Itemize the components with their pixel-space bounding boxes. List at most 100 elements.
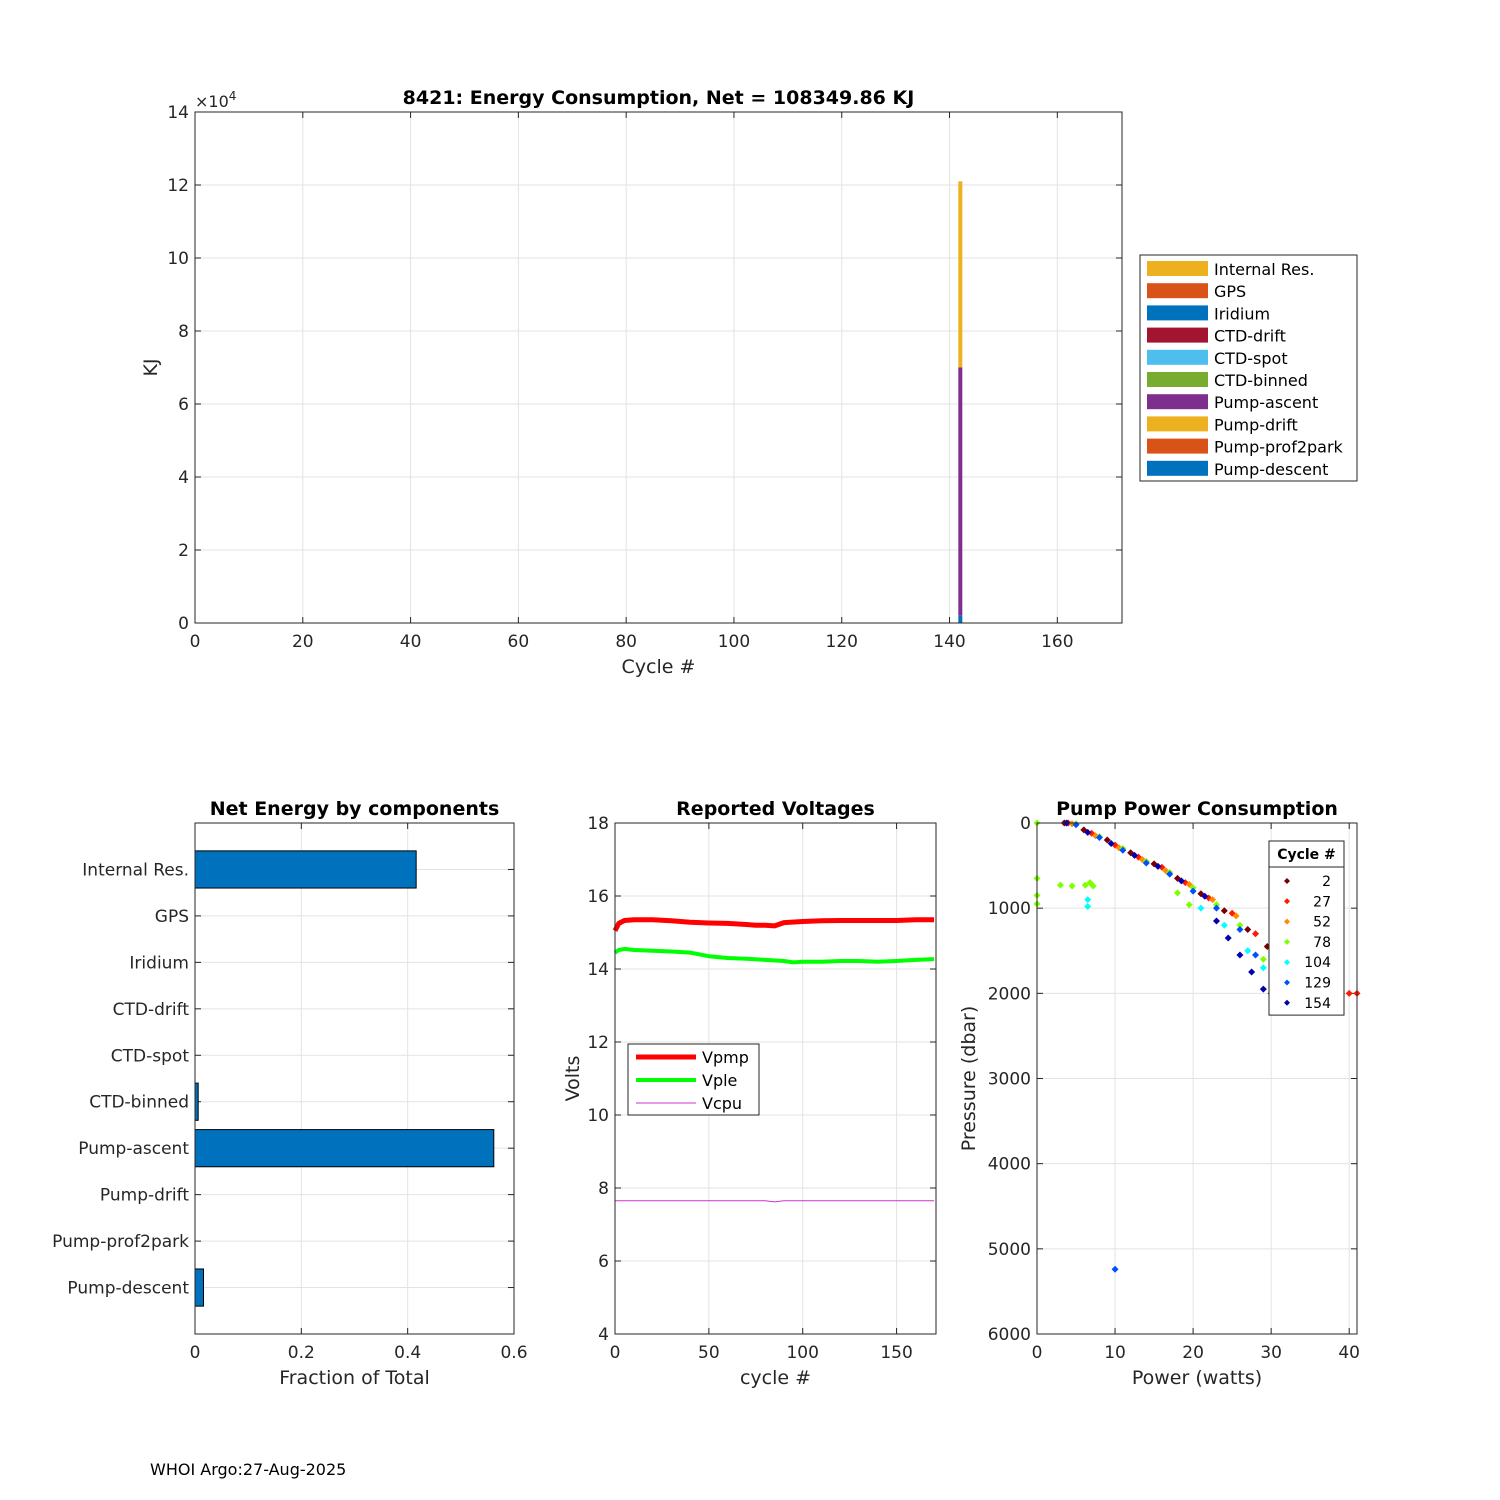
point-cycle-129 [1213,904,1221,912]
y-tick-label: Pump-ascent [78,1139,189,1159]
legend-marker [1284,938,1290,945]
x-tick-label: 0.2 [288,1343,315,1363]
point-cycle-154 [1177,877,1185,885]
energy-legend: Internal Res. GPS Iridium CTD-drift CTD-spot… [1139,254,1358,482]
point-cycle-154 [1201,892,1209,900]
point-cycle-104 [1084,902,1092,910]
bar-segment-pump-ascent [958,367,963,616]
legend-swatch [1147,460,1208,476]
point-cycle-129 [1095,833,1103,841]
legend-box [1268,840,1345,1016]
y-tick-label: CTD-spot [111,1046,190,1066]
x-tick-label: 0 [190,1343,201,1363]
y-tick-label: 4 [598,1325,609,1345]
point-cycle-154 [1131,851,1139,859]
series-line-vpmp [612,917,935,932]
legend-label: CTD-spot [1214,349,1288,368]
x-tick-label: 50 [698,1343,720,1363]
y-tick-label: 0 [1020,814,1031,834]
y-tick-label: 4 [178,468,189,488]
y-tick-label: 2000 [988,984,1031,1004]
legend-marker [1284,999,1290,1006]
y-tick-label: 5000 [988,1240,1031,1260]
chart-title: 8421: Energy Consumption, Net = 108349.8… [403,87,915,109]
x-tick-label: 140 [933,632,965,652]
legend-title: Cycle # [1277,847,1336,863]
point-cycle-154 [1084,828,1092,836]
y-tick-label: Pump-descent [67,1279,189,1299]
x-tick-label: 160 [1041,632,1073,652]
point-cycle-2 [1220,907,1228,915]
legend-swatch [1147,261,1208,276]
x-tick-label: 150 [880,1343,912,1363]
legend-marker [1284,898,1290,905]
y-tick-label: 6 [598,1252,609,1272]
legend-label: 2 [1322,874,1331,890]
x-tick-label: 100 [786,1343,818,1363]
point-cycle-104 [1244,947,1252,955]
y-tick-label: 3000 [988,1070,1031,1090]
chart-title: Reported Voltages [676,798,875,820]
point-cycle-2 [1103,836,1111,844]
y-tick-label: 0 [178,614,189,634]
point-cycle-154 [1259,985,1267,993]
x-tick-label: 60 [508,632,530,652]
legend-label: Pump-drift [1214,415,1298,434]
chart-title: Pump Power Consumption [1056,798,1338,820]
point-cycle-52 [1209,896,1217,904]
x-tick-label: 0.6 [500,1343,527,1363]
legend-label: Vpmp [702,1048,749,1067]
voltage-chart: 0 50 100 150 4 6 8 10 12 14 16 18 Reported Voltages c… [562,798,937,1389]
x-tick-label: 40 [400,632,422,652]
legend-swatch [1147,416,1208,432]
legend-swatch [1147,283,1208,299]
point-cycle-104 [1197,904,1205,912]
y-tick-label: Pump-prof2park [52,1232,189,1252]
y-tick-label: 12 [167,176,189,196]
point-cycle-2 [1244,925,1252,933]
point-cycle-104 [1220,921,1228,929]
point-cycle-154 [1107,839,1115,847]
legend-label: Pump-ascent [1214,393,1318,412]
legend-swatch [1147,305,1208,321]
y-tick-label: Iridium [129,953,189,973]
y-tick-label: 2 [178,541,189,561]
chart-title: Net Energy by components [210,798,500,820]
legend-swatch [1147,394,1208,410]
x-tick-label: 30 [1260,1343,1282,1363]
legend-label: 27 [1313,894,1331,910]
point-cycle-129 [1119,846,1127,854]
legend-label: Internal Res. [1214,260,1314,279]
point-cycle-104 [1084,896,1092,904]
point-cycle-129 [1189,887,1197,895]
point-cycle-154 [1248,968,1256,976]
point-cycle-154 [1154,862,1162,870]
y-tick-label: 12 [587,1033,609,1053]
legend-marker [1284,878,1290,884]
y-tick-label: Pump-drift [100,1186,189,1206]
point-cycle-52 [1232,912,1240,920]
y-axis-label: Volts [562,1056,584,1102]
point-cycle-78 [1068,882,1076,890]
point-cycle-154 [1236,951,1244,959]
plot-area [195,112,1122,623]
y-tick-label: 14 [587,960,609,980]
x-tick-label: 0.4 [394,1343,421,1363]
y-tick-label: CTD-binned [89,1093,189,1113]
point-cycle-78 [1185,901,1193,909]
x-tick-label: 20 [1182,1343,1204,1363]
y-axis-label: Pressure (dbar) [958,1006,980,1152]
legend-label: 129 [1304,976,1331,992]
x-tick-label: 0 [1032,1343,1043,1363]
x-axis-label: Fraction of Total [279,1367,430,1389]
legend-marker [1284,959,1290,966]
bar-pump-ascent [194,1129,495,1168]
y-exponent-label: ×104 [195,89,236,111]
pump-legend: Cycle # 2 27 52 78 104 129 154 [1268,840,1345,1016]
bar-pump-descent [194,1268,205,1307]
energy-chart: 0 20 40 60 80 100 120 140 160 0 2 4 6 8 10 12 14 8421: En… [140,87,1358,678]
legend-swatch [1147,327,1208,343]
y-tick-label: 4000 [988,1155,1031,1175]
point-cycle-78 [1259,955,1267,963]
